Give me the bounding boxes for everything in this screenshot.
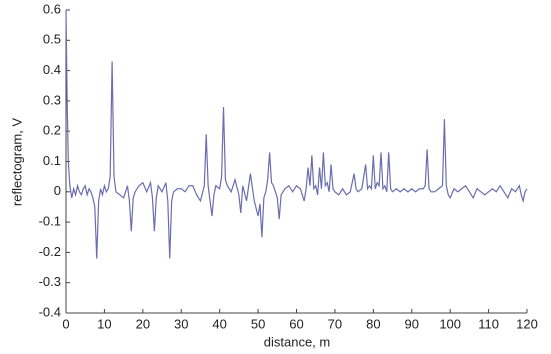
x-tick-label: 20 — [136, 316, 150, 331]
x-tick-label: 90 — [405, 316, 419, 331]
y-tick-label: 0.2 — [43, 123, 61, 138]
y-tick-label: 0 — [54, 183, 61, 198]
y-tick-label: 0.5 — [43, 32, 61, 47]
x-tick-label: 80 — [366, 316, 380, 331]
y-tick-label: -0.2 — [39, 244, 61, 259]
x-tick-label: 100 — [439, 316, 461, 331]
y-tick-label: -0.3 — [39, 274, 61, 289]
x-tick-label: 10 — [97, 316, 111, 331]
x-tick-label: 70 — [328, 316, 342, 331]
series-line — [65, 9, 528, 259]
y-axis-label: reflectogram, V — [9, 118, 24, 206]
y-tick-label: 0.1 — [43, 153, 61, 168]
y-tick-label: 0.6 — [43, 1, 61, 16]
x-axis-label: distance, m — [264, 334, 330, 349]
y-tick-label: -0.4 — [39, 304, 61, 319]
x-tick-label: 0 — [62, 316, 69, 331]
y-tick-label: 0.3 — [43, 92, 61, 107]
y-tick-label: -0.1 — [39, 214, 61, 229]
y-tick-label: 0.4 — [43, 62, 61, 77]
x-tick-label: 120 — [516, 316, 538, 331]
x-tick-label: 110 — [478, 316, 499, 331]
x-tick-label: 50 — [251, 316, 265, 331]
x-tick-label: 30 — [174, 316, 188, 331]
x-tick-label: 60 — [289, 316, 303, 331]
x-tick-label: 40 — [212, 316, 226, 331]
